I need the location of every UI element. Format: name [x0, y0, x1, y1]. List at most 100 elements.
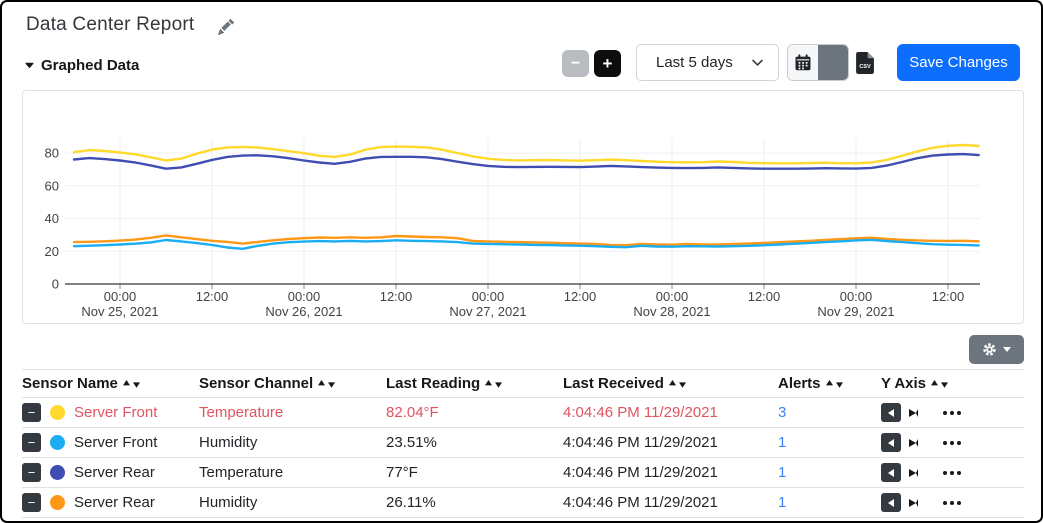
svg-text:Nov 26, 2021: Nov 26, 2021: [265, 304, 342, 319]
ellipsis-icon: [950, 471, 954, 475]
svg-text:Nov 29, 2021: Nov 29, 2021: [817, 304, 894, 319]
ellipsis-icon: [957, 501, 961, 505]
row-menu-button[interactable]: [943, 471, 1024, 475]
chart-panel: 00:00Nov 25, 202112:0000:00Nov 26, 20211…: [22, 90, 1024, 324]
last-reading-value: 26.11%: [386, 488, 563, 518]
svg-text:12:00: 12:00: [380, 289, 413, 304]
alerts-link[interactable]: 1: [778, 434, 786, 451]
section-collapse-toggle[interactable]: Graphed Data: [24, 57, 139, 74]
y-axis-left-button[interactable]: [881, 493, 901, 512]
remove-sensor-button[interactable]: −: [22, 403, 41, 422]
sensor-table-row: − Server Front Temperature 82.04°F 4:04:…: [22, 398, 1024, 428]
svg-text:00:00: 00:00: [288, 289, 321, 304]
gear-icon: [982, 342, 997, 357]
svg-text:Nov 25, 2021: Nov 25, 2021: [81, 304, 158, 319]
remove-sensor-button[interactable]: −: [22, 433, 41, 452]
row-menu-button[interactable]: [943, 441, 1024, 445]
sort-arrows-icon: [931, 380, 949, 388]
csv-export-button[interactable]: CSV: [855, 51, 875, 74]
calendar-button[interactable]: [788, 45, 818, 80]
remove-sensor-button[interactable]: −: [22, 463, 41, 482]
svg-text:20: 20: [45, 244, 59, 259]
alerts-link[interactable]: 3: [778, 404, 786, 421]
svg-text:Nov 27, 2021: Nov 27, 2021: [449, 304, 526, 319]
date-range-value: Last 5 days: [656, 54, 751, 71]
csv-file-icon: CSV: [856, 52, 874, 74]
left-arrow-icon: [888, 499, 894, 507]
column-header-y-axis[interactable]: Y Axis: [881, 370, 943, 398]
column-header-sensor-name[interactable]: Sensor Name: [22, 370, 199, 398]
sensor-table: Sensor Name Sensor Channel Last Reading …: [22, 369, 1024, 518]
svg-text:00:00: 00:00: [472, 289, 505, 304]
table-header-row: Sensor Name Sensor Channel Last Reading …: [22, 370, 1024, 398]
last-received-value: 4:04:46 PM 11/29/2021: [563, 458, 778, 488]
sensor-name: Server Front: [74, 404, 157, 421]
y-axis-right-button[interactable]: [909, 469, 918, 477]
ellipsis-icon: [957, 471, 961, 475]
alerts-link[interactable]: 1: [778, 464, 786, 481]
sort-arrows-icon: [669, 380, 687, 388]
ellipsis-icon: [943, 501, 947, 505]
sensor-table-row: − Server Front Humidity 23.51% 4:04:46 P…: [22, 428, 1024, 458]
y-axis-right-button[interactable]: [909, 499, 918, 507]
chevron-down-icon: [751, 56, 764, 69]
column-header-alerts[interactable]: Alerts: [778, 370, 881, 398]
sensor-name: Server Front: [74, 434, 157, 451]
svg-text:12:00: 12:00: [564, 289, 597, 304]
ellipsis-icon: [943, 411, 947, 415]
svg-text:0: 0: [52, 277, 59, 292]
sort-arrows-icon: [485, 380, 503, 388]
last-received-value: 4:04:46 PM 11/29/2021: [563, 428, 778, 458]
svg-text:80: 80: [45, 146, 59, 161]
y-axis-left-button[interactable]: [881, 433, 901, 452]
svg-text:00:00: 00:00: [656, 289, 689, 304]
ellipsis-icon: [943, 471, 947, 475]
save-changes-button[interactable]: Save Changes: [897, 44, 1020, 81]
calendar-icon: [795, 54, 811, 71]
ellipsis-icon: [950, 501, 954, 505]
date-range-select[interactable]: Last 5 days: [636, 44, 779, 81]
svg-text:CSV: CSV: [859, 64, 871, 70]
alerts-link[interactable]: 1: [778, 494, 786, 511]
row-menu-button[interactable]: [943, 411, 1024, 415]
svg-text:12:00: 12:00: [932, 289, 965, 304]
calendar-range-toggle-button[interactable]: [818, 45, 848, 80]
app-window: Data Center Report Graphed Data − + Last…: [0, 0, 1043, 523]
remove-sensor-button[interactable]: −: [22, 493, 41, 512]
series-color-dot: [50, 405, 65, 420]
ellipsis-icon: [957, 411, 961, 415]
column-header-last-received[interactable]: Last Received: [563, 370, 778, 398]
sensor-name: Server Rear: [74, 464, 155, 481]
y-axis-left-button[interactable]: [881, 403, 901, 422]
column-header-sensor-channel[interactable]: Sensor Channel: [199, 370, 386, 398]
ellipsis-icon: [950, 411, 954, 415]
last-reading-value: 23.51%: [386, 428, 563, 458]
table-settings-button[interactable]: [969, 335, 1024, 364]
ellipsis-icon: [943, 441, 947, 445]
sensor-table-row: − Server Rear Temperature 77°F 4:04:46 P…: [22, 458, 1024, 488]
last-received-value: 4:04:46 PM 11/29/2021: [563, 488, 778, 518]
y-axis-left-button[interactable]: [881, 463, 901, 482]
row-menu-button[interactable]: [943, 501, 1024, 505]
edit-title-button[interactable]: [216, 18, 236, 38]
series-color-dot: [50, 495, 65, 510]
ellipsis-icon: [950, 441, 954, 445]
sort-arrows-icon: [826, 380, 844, 388]
series-color-dot: [50, 465, 65, 480]
series-color-dot: [50, 435, 65, 450]
svg-text:40: 40: [45, 211, 59, 226]
chart-svg[interactable]: 00:00Nov 25, 202112:0000:00Nov 26, 20211…: [23, 91, 1023, 323]
last-reading-value: 77°F: [386, 458, 563, 488]
svg-text:60: 60: [45, 178, 59, 193]
sort-arrows-icon: [123, 380, 141, 388]
y-axis-right-button[interactable]: [909, 439, 918, 447]
last-reading-value: 82.04°F: [386, 398, 563, 428]
svg-text:Nov 28, 2021: Nov 28, 2021: [633, 304, 710, 319]
column-header-last-reading[interactable]: Last Reading: [386, 370, 563, 398]
zoom-out-button[interactable]: −: [562, 50, 589, 77]
y-axis-right-button[interactable]: [909, 409, 918, 417]
sort-arrows-icon: [318, 380, 336, 388]
zoom-in-button[interactable]: +: [594, 50, 621, 77]
column-header-actions: [943, 370, 1024, 398]
sensor-name: Server Rear: [74, 494, 155, 511]
